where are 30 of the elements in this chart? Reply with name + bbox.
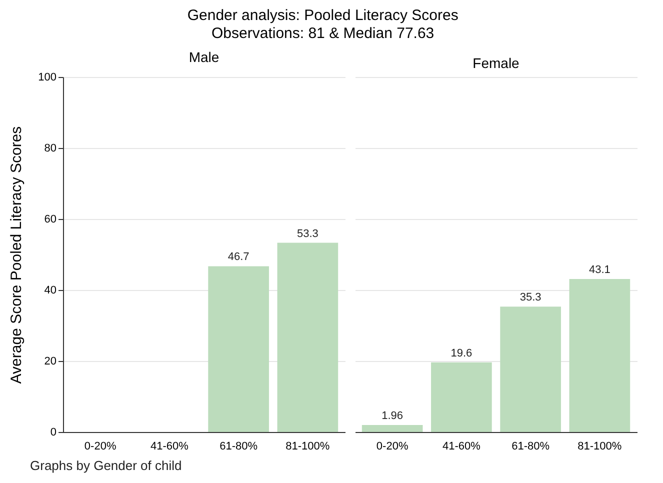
data-label: 46.7 — [228, 251, 250, 264]
x-tick-label: 0-20% — [376, 440, 408, 452]
data-label: 43.1 — [588, 264, 610, 276]
x-tick-label: 41-60% — [150, 440, 189, 452]
data-label: 19.6 — [450, 347, 472, 360]
text: Gender analysis: Pooled Literacy Scores — [187, 7, 458, 24]
x-tick-label: 0-20% — [84, 440, 116, 452]
y-tick-label: 0 — [50, 426, 56, 438]
x-tick-label: 61-80% — [512, 440, 550, 452]
y-tick-label: 40 — [44, 284, 56, 296]
y-tick-label: 60 — [44, 214, 56, 226]
chart-title: Male — [188, 49, 220, 65]
x-tick-label: 41-60% — [442, 440, 481, 452]
data-label: 1.96 — [382, 410, 404, 422]
y-tick-label: 100 — [38, 72, 56, 84]
bar — [362, 425, 423, 432]
x-tick-label: 61-80% — [220, 440, 258, 452]
text: Observations: 81 & Median 77.63 — [212, 25, 434, 42]
data-label: 53.3 — [296, 228, 318, 240]
x-tick-label: 81-100% — [286, 440, 330, 452]
chart-title: Female — [472, 55, 520, 71]
text: Graphs by Gender of child — [30, 458, 182, 473]
x-tick-label: 81-100% — [578, 440, 622, 452]
y-tick-label: 80 — [44, 142, 56, 154]
data-label: 35.3 — [520, 292, 542, 304]
y-axis-title: Average Score Pooled Literacy Scores — [8, 126, 26, 384]
y-tick-label: 20 — [44, 356, 56, 368]
bar — [431, 362, 492, 432]
bar — [500, 306, 561, 432]
bar — [569, 278, 630, 432]
